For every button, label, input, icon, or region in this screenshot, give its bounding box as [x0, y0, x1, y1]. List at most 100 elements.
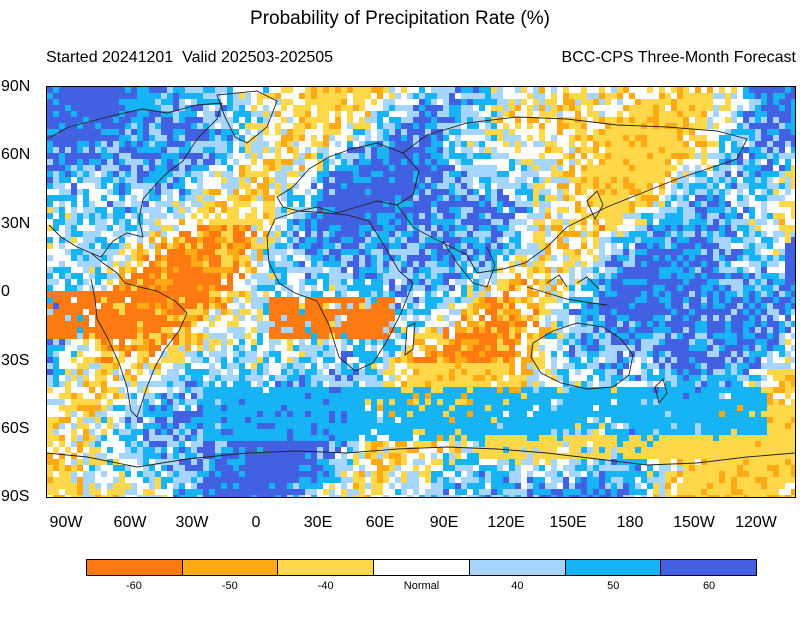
grid-cell: [359, 249, 365, 255]
grid-cell: [143, 129, 149, 135]
grid-cell: [149, 327, 155, 333]
grid-cell: [347, 111, 353, 117]
grid-cell: [443, 105, 449, 111]
grid-cell: [209, 135, 215, 141]
grid-cell: [89, 177, 95, 183]
grid-cell: [101, 363, 107, 369]
grid-cell: [299, 327, 305, 333]
grid-cell: [485, 147, 491, 153]
grid-cell: [761, 237, 767, 243]
grid-cell: [71, 315, 77, 321]
grid-cell: [647, 117, 653, 123]
grid-cell: [167, 87, 173, 93]
grid-cell: [635, 351, 641, 357]
grid-cell: [431, 141, 437, 147]
grid-cell: [623, 357, 629, 363]
grid-cell: [515, 237, 521, 243]
grid-cell: [617, 363, 623, 369]
grid-cell: [353, 243, 359, 249]
grid-cell: [221, 207, 227, 213]
grid-cell: [407, 135, 413, 141]
grid-cell: [725, 327, 731, 333]
grid-cell: [551, 357, 557, 363]
grid-cell: [389, 339, 395, 345]
grid-cell: [197, 165, 203, 171]
grid-cell: [269, 219, 275, 225]
grid-cell: [581, 165, 587, 171]
grid-cell: [275, 147, 281, 153]
grid-cell: [101, 153, 107, 159]
grid-cell: [671, 243, 677, 249]
grid-cell: [245, 201, 251, 207]
grid-cell: [281, 105, 287, 111]
grid-cell: [437, 297, 443, 303]
grid-cell: [371, 117, 377, 123]
grid-cell: [485, 117, 491, 123]
grid-cell: [227, 135, 233, 141]
grid-cell: [89, 213, 95, 219]
grid-cell: [131, 363, 137, 369]
grid-cell: [629, 93, 635, 99]
grid-cell: [695, 231, 701, 237]
grid-cell: [179, 285, 185, 291]
grid-cell: [563, 285, 569, 291]
grid-cell: [575, 261, 581, 267]
grid-cell: [95, 315, 101, 321]
grid-cell: [719, 273, 725, 279]
grid-cell: [389, 183, 395, 189]
grid-cell: [413, 285, 419, 291]
grid-cell: [113, 183, 119, 189]
grid-cell: [767, 141, 773, 147]
grid-cell: [311, 177, 317, 183]
grid-cell: [455, 345, 461, 351]
grid-cell: [467, 93, 473, 99]
grid-cell: [65, 339, 71, 345]
grid-cell: [647, 273, 653, 279]
grid-cell: [137, 285, 143, 291]
grid-cell: [419, 243, 425, 249]
grid-cell: [545, 369, 551, 375]
grid-cell: [437, 219, 443, 225]
grid-cell: [209, 219, 215, 225]
grid-cell: [359, 87, 365, 93]
grid-cell: [197, 207, 203, 213]
grid-cell: [785, 237, 791, 243]
grid-cell: [233, 321, 239, 327]
grid-cell: [359, 147, 365, 153]
grid-cell: [725, 171, 731, 177]
grid-cell: [515, 273, 521, 279]
grid-cell: [449, 369, 455, 375]
grid-cell: [185, 135, 191, 141]
grid-cell: [641, 333, 647, 339]
grid-cell: [365, 237, 371, 243]
grid-cell: [275, 123, 281, 129]
grid-cell: [287, 225, 293, 231]
grid-cell: [341, 153, 347, 159]
grid-cell: [317, 213, 323, 219]
grid-cell: [341, 309, 347, 315]
grid-cell: [491, 327, 497, 333]
grid-cell: [239, 255, 245, 261]
grid-cell: [239, 195, 245, 201]
grid-cell: [617, 237, 623, 243]
grid-cell: [569, 255, 575, 261]
grid-cell: [749, 321, 755, 327]
grid-cell: [515, 255, 521, 261]
grid-cell: [395, 327, 401, 333]
grid-cell: [185, 315, 191, 321]
grid-cell: [407, 147, 413, 153]
grid-cell: [581, 231, 587, 237]
grid-cell: [653, 255, 659, 261]
grid-cell: [581, 363, 587, 369]
grid-cell: [743, 309, 749, 315]
grid-cell: [773, 345, 779, 351]
grid-cell: [191, 303, 197, 309]
grid-cell: [257, 249, 263, 255]
grid-cell: [119, 141, 125, 147]
grid-cell: [407, 195, 413, 201]
grid-cell: [611, 321, 617, 327]
grid-cell: [323, 129, 329, 135]
grid-cell: [617, 351, 623, 357]
grid-cell: [383, 201, 389, 207]
grid-cell: [365, 225, 371, 231]
